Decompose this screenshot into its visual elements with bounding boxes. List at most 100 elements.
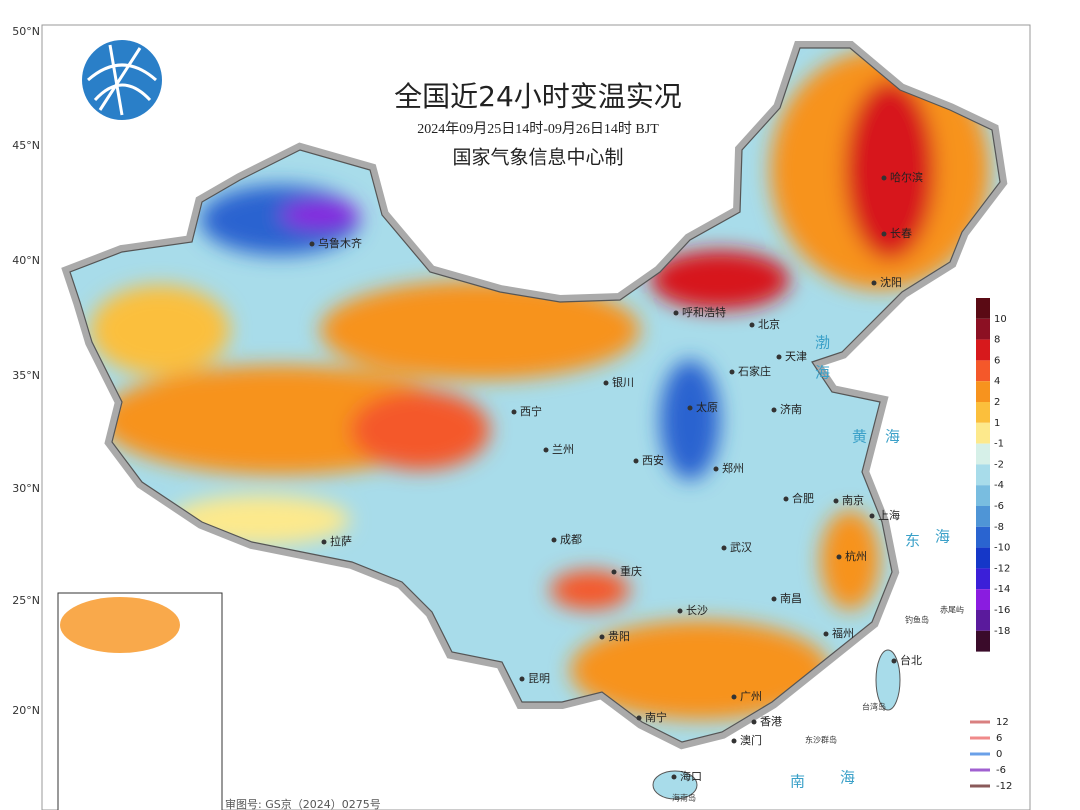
city-label: 北京	[758, 317, 780, 331]
colorbar-label: -2	[994, 459, 1004, 470]
city-dot	[776, 354, 782, 360]
lat-label: 50°N	[12, 25, 40, 38]
inset-land	[60, 597, 180, 653]
sea-label: 黄	[852, 428, 867, 446]
city-dot	[871, 280, 877, 286]
city-dot	[731, 694, 737, 700]
colorbar-label: 1	[994, 418, 1000, 429]
lat-label: 20°N	[12, 704, 40, 717]
colorbar-bin	[976, 298, 990, 319]
city-label: 兰州	[552, 443, 574, 456]
border	[69, 47, 1001, 743]
city-dot	[881, 231, 887, 237]
city-label: 天津	[785, 350, 807, 363]
colorbar-label: 10	[994, 314, 1007, 325]
colorbar-bin	[976, 381, 990, 402]
sea-label: 南	[790, 773, 805, 791]
colorbar-label: -12	[994, 563, 1010, 574]
city-dot	[771, 596, 777, 602]
city-label: 武汉	[730, 541, 752, 554]
city-dot	[671, 774, 677, 780]
producer: 国家气象信息中心制	[452, 147, 623, 169]
city-dot	[511, 409, 517, 415]
colorbar-bin	[976, 610, 990, 631]
city-dot	[677, 608, 683, 614]
city-label: 海口	[680, 769, 702, 783]
city-dot	[869, 513, 875, 519]
colorbar-bin	[976, 402, 990, 423]
sea-label: 海	[935, 528, 950, 546]
city-label: 成都	[560, 533, 582, 546]
city-dot	[713, 466, 719, 472]
logo	[82, 40, 162, 120]
lat-label: 45°N	[12, 139, 40, 152]
city-dot	[823, 631, 829, 637]
city-label: 银川	[612, 375, 634, 389]
city-dot	[611, 569, 617, 575]
city-dot	[673, 310, 679, 316]
city-dot	[731, 738, 737, 744]
colorbar-label: 4	[994, 376, 1000, 387]
colorbar-bin	[976, 443, 990, 465]
city-dot	[321, 539, 327, 545]
subtitle: 2024年09月25日14时-09月26日14时 BJT	[417, 121, 659, 137]
colorbar-label: -16	[994, 605, 1010, 616]
colorbar-label: 6	[994, 355, 1000, 366]
colorbar-bin	[976, 568, 990, 590]
colorbar-bin	[976, 506, 990, 527]
city-dot	[729, 369, 735, 375]
city-dot	[749, 322, 755, 328]
sea-label: 海	[885, 428, 900, 446]
city-label: 昆明	[528, 672, 550, 685]
colorbar-label: 2	[994, 397, 1000, 408]
city-label: 澳门	[740, 733, 762, 747]
city-label: 贵阳	[608, 630, 630, 643]
city-label: 广州	[740, 690, 762, 703]
city-dot	[633, 458, 639, 464]
city-label: 拉萨	[330, 534, 352, 548]
sea-label: 海	[815, 364, 830, 382]
city-label: 长沙	[686, 604, 708, 617]
city-label: 南昌	[780, 592, 802, 605]
approval: 审图号: GS京（2024）0275号	[225, 797, 381, 810]
contour-label: -6	[996, 765, 1006, 776]
colorbar-label: -10	[994, 543, 1010, 554]
city-dot	[551, 537, 557, 543]
colorbar-bin	[976, 422, 990, 444]
city-dot	[836, 554, 842, 560]
city-label: 南宁	[645, 710, 667, 724]
city-dot	[519, 676, 525, 682]
colorbar-label: -8	[994, 522, 1004, 533]
island-label: 赤尾屿	[940, 606, 964, 615]
city-label: 长春	[890, 227, 912, 240]
lat-label: 35°N	[12, 369, 40, 382]
city-label: 合肥	[792, 491, 814, 505]
island-label: 东沙群岛	[805, 735, 837, 745]
colorbar-label: 8	[994, 335, 1000, 346]
island-label: 海南岛	[672, 793, 696, 803]
city-dot	[603, 380, 609, 386]
city-dot	[721, 545, 727, 551]
contour-label: 0	[996, 749, 1002, 760]
hainan	[652, 770, 698, 800]
lat-label: 25°N	[12, 594, 40, 607]
city-label: 台北	[900, 653, 922, 667]
colorbar-label: -1	[994, 439, 1004, 450]
city-label: 石家庄	[738, 364, 771, 378]
city-label: 哈尔滨	[890, 170, 923, 184]
island-label: 钓鱼岛	[905, 615, 929, 625]
title: 全国近24小时变温实况	[394, 80, 682, 113]
colorbar-bin	[976, 360, 990, 382]
city-dot	[751, 719, 757, 725]
city-label: 济南	[780, 402, 802, 416]
city-label: 福州	[832, 626, 854, 640]
city-dot	[687, 405, 693, 411]
colorbar-bin	[976, 464, 990, 486]
city-label: 太原	[696, 401, 718, 414]
city-label: 重庆	[620, 564, 642, 578]
colorbar-bin	[976, 339, 990, 361]
sea-label: 东	[905, 532, 920, 550]
city-dot	[891, 658, 897, 664]
city-label: 西宁	[520, 404, 542, 418]
